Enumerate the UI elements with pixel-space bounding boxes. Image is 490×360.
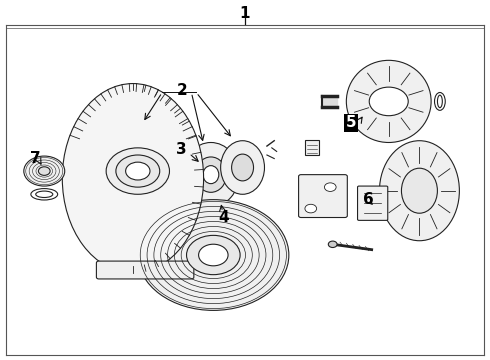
Ellipse shape — [346, 60, 431, 143]
Circle shape — [324, 183, 336, 192]
FancyBboxPatch shape — [298, 175, 347, 217]
Ellipse shape — [62, 84, 203, 273]
Ellipse shape — [435, 93, 445, 111]
FancyBboxPatch shape — [305, 140, 318, 156]
Ellipse shape — [196, 157, 226, 192]
Circle shape — [106, 148, 170, 194]
Ellipse shape — [183, 143, 239, 207]
Circle shape — [125, 162, 150, 180]
Text: 3: 3 — [176, 142, 187, 157]
Ellipse shape — [220, 141, 265, 194]
Ellipse shape — [36, 191, 53, 198]
Ellipse shape — [438, 95, 442, 108]
FancyBboxPatch shape — [358, 186, 388, 220]
Text: 4: 4 — [218, 210, 229, 225]
Circle shape — [198, 244, 228, 266]
Circle shape — [138, 200, 289, 310]
Text: 1: 1 — [240, 6, 250, 21]
Ellipse shape — [203, 166, 219, 184]
Circle shape — [38, 167, 50, 175]
Circle shape — [116, 155, 160, 187]
Circle shape — [24, 156, 65, 186]
Ellipse shape — [232, 154, 253, 181]
Ellipse shape — [379, 141, 460, 241]
Text: 5: 5 — [346, 115, 357, 130]
Circle shape — [187, 235, 240, 275]
FancyBboxPatch shape — [97, 261, 194, 279]
Ellipse shape — [328, 241, 337, 248]
Ellipse shape — [401, 168, 438, 213]
Circle shape — [369, 87, 408, 116]
Ellipse shape — [31, 189, 58, 200]
Text: 2: 2 — [176, 83, 187, 98]
Text: 7: 7 — [30, 151, 41, 166]
Circle shape — [305, 204, 317, 213]
Text: 6: 6 — [363, 192, 374, 207]
